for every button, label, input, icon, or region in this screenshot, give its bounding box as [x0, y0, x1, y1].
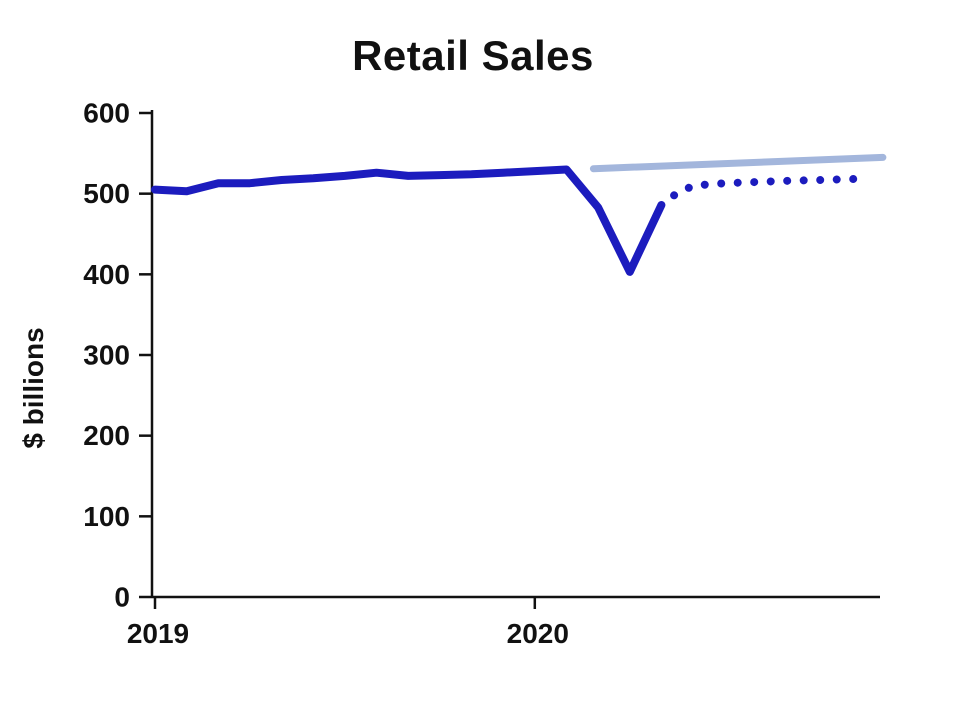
- actual-retail-sales-line: [151, 165, 666, 276]
- pre-pandemic-trend-line: [589, 153, 887, 173]
- axes: 0 100 200 300 400 500 600 2019 2020: [83, 98, 880, 649]
- y-tick-label: 500: [83, 178, 130, 209]
- x-tick-label: 2019: [127, 618, 189, 649]
- series-group: [151, 153, 887, 276]
- y-tick-label: 100: [83, 501, 130, 532]
- y-axis-label: $ billions: [18, 327, 49, 448]
- y-tick-label: 300: [83, 340, 130, 371]
- y-tick-label: 400: [83, 259, 130, 290]
- y-tick-label: 200: [83, 420, 130, 451]
- projected-recovery-line: [670, 174, 872, 200]
- x-tick-label: 2020: [507, 618, 569, 649]
- y-tick-label: 600: [83, 98, 130, 129]
- y-tick-label: 0: [114, 582, 130, 613]
- chart-title: Retail Sales: [352, 32, 594, 79]
